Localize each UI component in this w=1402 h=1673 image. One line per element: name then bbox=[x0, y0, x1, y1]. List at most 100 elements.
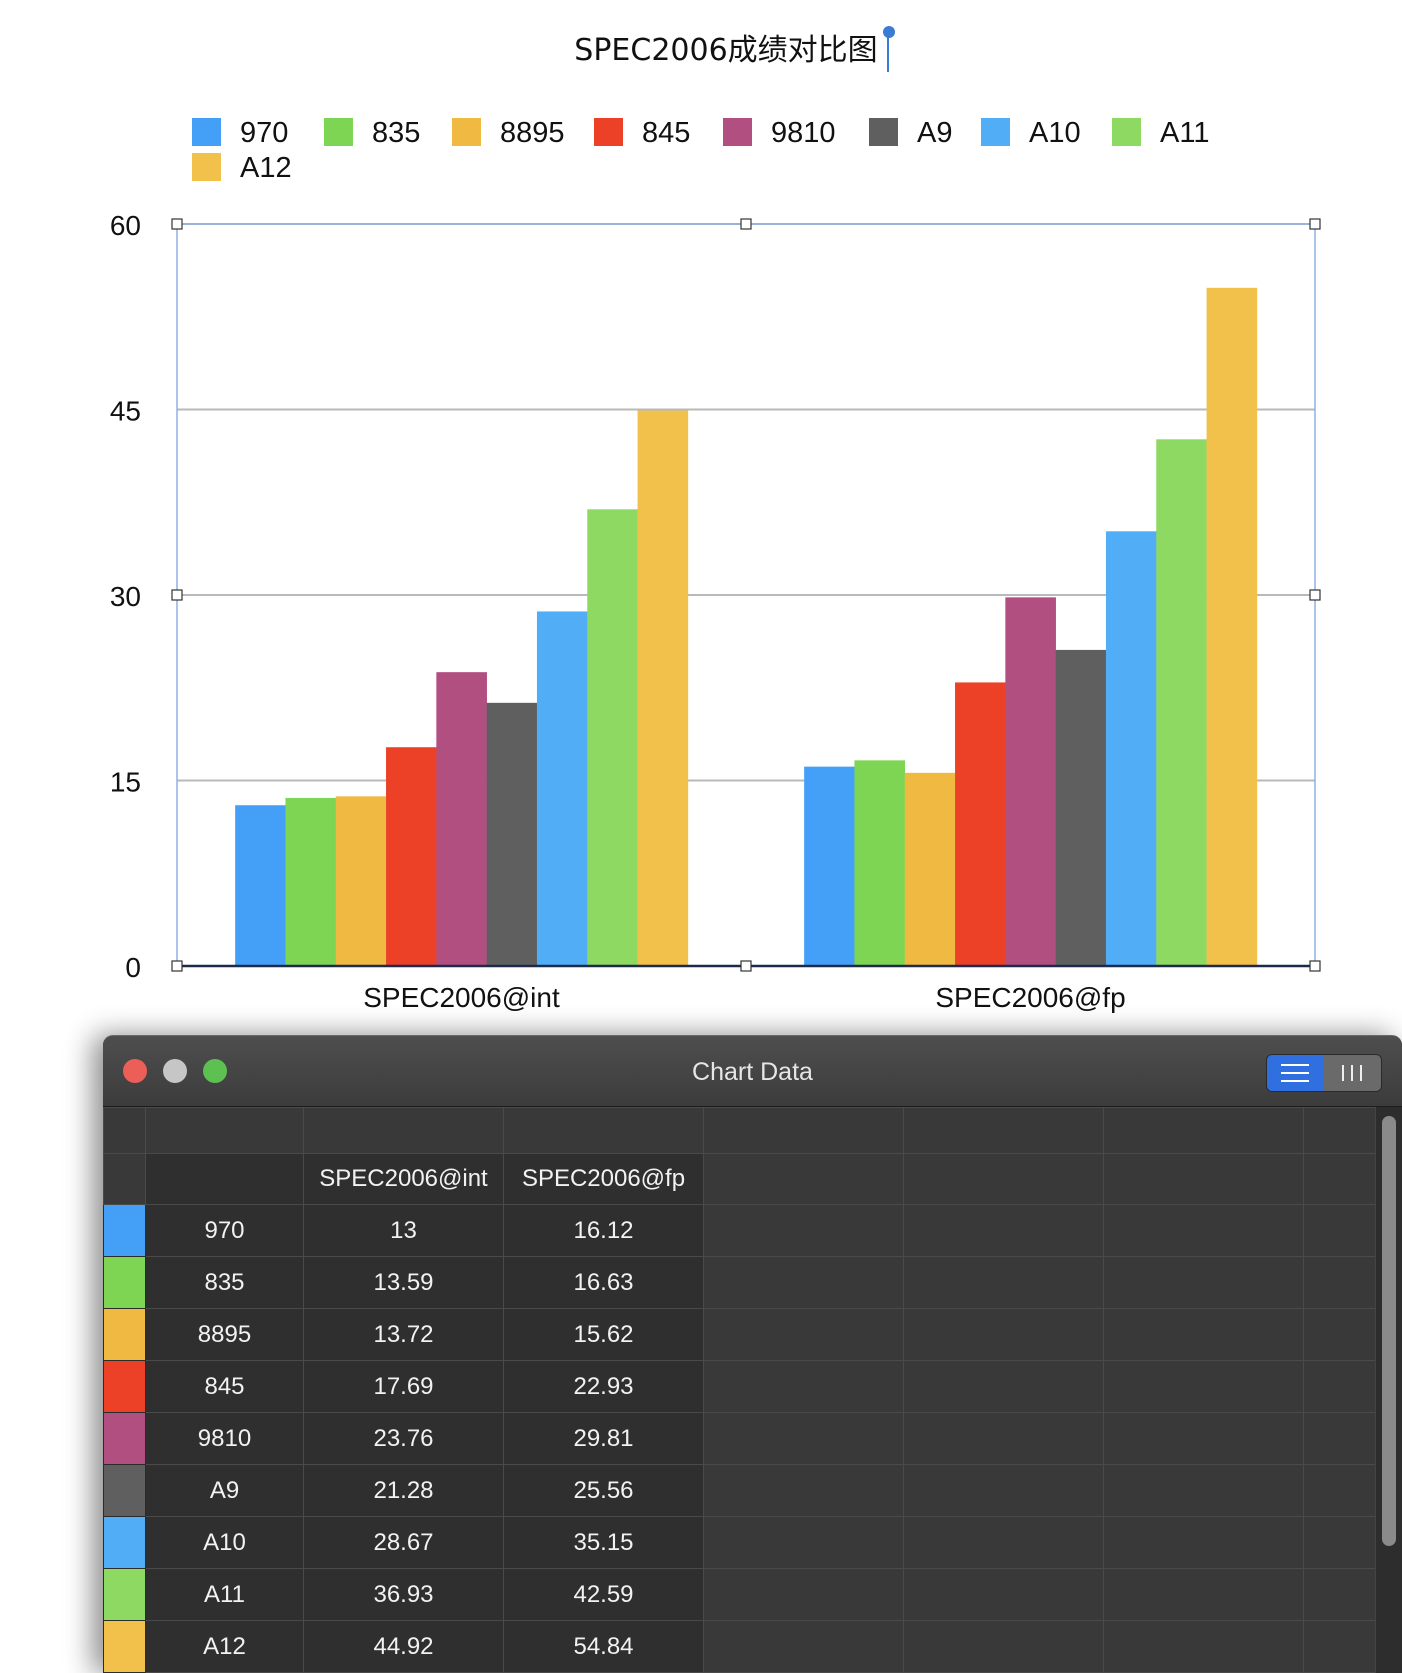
columns-icon[interactable] bbox=[1324, 1055, 1381, 1091]
row-header-blank[interactable] bbox=[146, 1154, 304, 1205]
value-cell[interactable]: 13 bbox=[304, 1205, 504, 1257]
empty-cell[interactable] bbox=[1104, 1465, 1304, 1517]
list-icon[interactable] bbox=[1267, 1055, 1324, 1091]
bar-8895-int[interactable] bbox=[336, 796, 387, 966]
bar-a11-fp[interactable] bbox=[1156, 439, 1207, 966]
value-cell[interactable]: 13.72 bbox=[304, 1309, 504, 1361]
empty-cell[interactable] bbox=[704, 1361, 904, 1413]
value-cell[interactable]: 36.93 bbox=[304, 1569, 504, 1621]
series-color-swatch[interactable] bbox=[104, 1517, 146, 1569]
empty-cell[interactable] bbox=[704, 1257, 904, 1309]
empty-cell[interactable] bbox=[904, 1154, 1104, 1205]
bar-835-fp[interactable] bbox=[854, 760, 905, 966]
empty-cell[interactable] bbox=[904, 1309, 1104, 1361]
vertical-scrollbar[interactable] bbox=[1382, 1116, 1396, 1546]
value-cell[interactable]: 25.56 bbox=[504, 1465, 704, 1517]
bar-835-int[interactable] bbox=[285, 798, 336, 966]
empty-cell[interactable] bbox=[904, 1205, 1104, 1257]
row-label[interactable]: 9810 bbox=[146, 1413, 304, 1465]
column-header[interactable]: SPEC2006@int bbox=[304, 1154, 504, 1205]
corner-cell[interactable] bbox=[104, 1154, 146, 1205]
series-color-swatch[interactable] bbox=[104, 1413, 146, 1465]
bar-845-fp[interactable] bbox=[955, 682, 1006, 966]
empty-cell[interactable] bbox=[704, 1309, 904, 1361]
resize-handle[interactable] bbox=[172, 961, 182, 971]
empty-cell[interactable] bbox=[1104, 1413, 1304, 1465]
row-label[interactable]: A10 bbox=[146, 1517, 304, 1569]
row-label[interactable]: A11 bbox=[146, 1569, 304, 1621]
empty-cell[interactable] bbox=[104, 1108, 146, 1154]
empty-cell[interactable] bbox=[904, 1621, 1104, 1673]
empty-cell[interactable] bbox=[904, 1257, 1104, 1309]
series-color-swatch[interactable] bbox=[104, 1309, 146, 1361]
column-header[interactable]: SPEC2006@fp bbox=[504, 1154, 704, 1205]
row-label[interactable]: 845 bbox=[146, 1361, 304, 1413]
bar-a9-int[interactable] bbox=[487, 703, 538, 966]
empty-cell[interactable] bbox=[904, 1413, 1104, 1465]
series-color-swatch[interactable] bbox=[104, 1569, 146, 1621]
bar-9810-int[interactable] bbox=[436, 672, 487, 966]
value-cell[interactable]: 44.92 bbox=[304, 1621, 504, 1673]
series-color-swatch[interactable] bbox=[104, 1465, 146, 1517]
value-cell[interactable]: 54.84 bbox=[504, 1621, 704, 1673]
empty-cell[interactable] bbox=[146, 1108, 304, 1154]
value-cell[interactable]: 15.62 bbox=[504, 1309, 704, 1361]
series-color-swatch[interactable] bbox=[104, 1257, 146, 1309]
series-color-swatch[interactable] bbox=[104, 1205, 146, 1257]
bar-a12-fp[interactable] bbox=[1207, 288, 1258, 966]
bar-a10-fp[interactable] bbox=[1106, 531, 1157, 966]
row-label[interactable]: 970 bbox=[146, 1205, 304, 1257]
empty-cell[interactable] bbox=[1104, 1517, 1304, 1569]
empty-cell[interactable] bbox=[1104, 1621, 1304, 1673]
row-label[interactable]: 8895 bbox=[146, 1309, 304, 1361]
series-color-swatch[interactable] bbox=[104, 1361, 146, 1413]
resize-handle[interactable] bbox=[172, 590, 182, 600]
row-label[interactable]: A9 bbox=[146, 1465, 304, 1517]
value-cell[interactable]: 16.63 bbox=[504, 1257, 704, 1309]
value-cell[interactable]: 28.67 bbox=[304, 1517, 504, 1569]
empty-cell[interactable] bbox=[904, 1361, 1104, 1413]
empty-cell[interactable] bbox=[704, 1621, 904, 1673]
resize-handle[interactable] bbox=[1310, 219, 1320, 229]
empty-cell[interactable] bbox=[304, 1108, 504, 1154]
resize-handle[interactable] bbox=[1310, 590, 1320, 600]
bar-a11-int[interactable] bbox=[587, 509, 638, 966]
empty-cell[interactable] bbox=[904, 1108, 1104, 1154]
empty-cell[interactable] bbox=[1104, 1569, 1304, 1621]
empty-cell[interactable] bbox=[1104, 1309, 1304, 1361]
empty-cell[interactable] bbox=[704, 1154, 904, 1205]
view-toggle[interactable] bbox=[1266, 1054, 1382, 1092]
value-cell[interactable]: 42.59 bbox=[504, 1569, 704, 1621]
resize-handle[interactable] bbox=[741, 219, 751, 229]
value-cell[interactable]: 22.93 bbox=[504, 1361, 704, 1413]
value-cell[interactable]: 16.12 bbox=[504, 1205, 704, 1257]
bars[interactable] bbox=[177, 288, 1315, 966]
empty-cell[interactable] bbox=[704, 1205, 904, 1257]
empty-cell[interactable] bbox=[704, 1517, 904, 1569]
empty-cell[interactable] bbox=[704, 1108, 904, 1154]
bar-970-int[interactable] bbox=[235, 805, 286, 966]
bar-970-fp[interactable] bbox=[804, 767, 855, 966]
value-cell[interactable]: 23.76 bbox=[304, 1413, 504, 1465]
bar-a9-fp[interactable] bbox=[1056, 650, 1107, 966]
empty-cell[interactable] bbox=[904, 1517, 1104, 1569]
resize-handle[interactable] bbox=[1310, 961, 1320, 971]
empty-cell[interactable] bbox=[1104, 1361, 1304, 1413]
empty-cell[interactable] bbox=[1104, 1154, 1304, 1205]
value-cell[interactable]: 29.81 bbox=[504, 1413, 704, 1465]
resize-handle[interactable] bbox=[741, 961, 751, 971]
empty-cell[interactable] bbox=[904, 1569, 1104, 1621]
empty-cell[interactable] bbox=[1104, 1205, 1304, 1257]
row-label[interactable]: 835 bbox=[146, 1257, 304, 1309]
empty-cell[interactable] bbox=[1104, 1257, 1304, 1309]
text-cursor-handle[interactable] bbox=[883, 26, 895, 38]
resize-handle[interactable] bbox=[172, 219, 182, 229]
empty-cell[interactable] bbox=[704, 1569, 904, 1621]
bar-8895-fp[interactable] bbox=[905, 773, 956, 966]
bar-a12-int[interactable] bbox=[638, 410, 689, 966]
row-label[interactable]: A12 bbox=[146, 1621, 304, 1673]
